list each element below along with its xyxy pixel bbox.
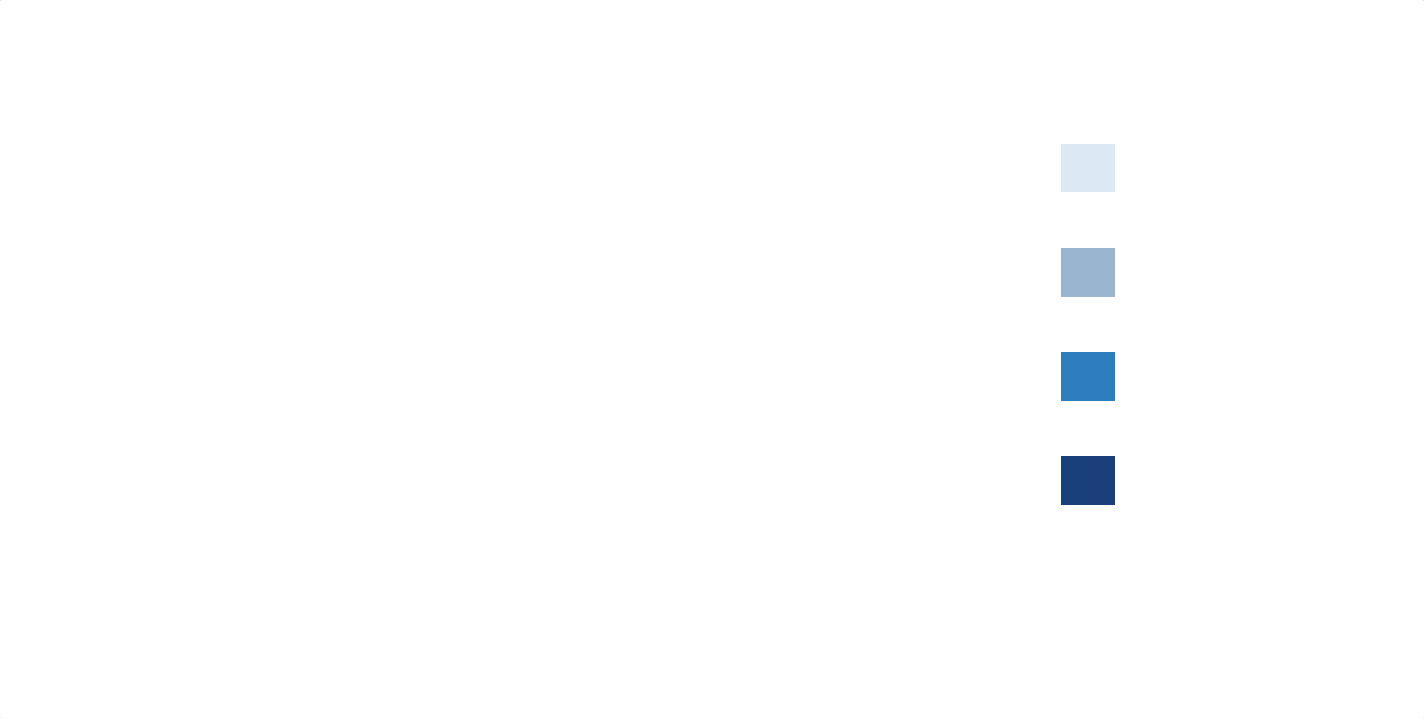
Text: Jurisdiction: Jurisdiction bbox=[93, 126, 198, 144]
Text: 6: 6 bbox=[956, 584, 965, 600]
Bar bbox=[598, 225, 854, 285]
Text: 56: 56 bbox=[669, 400, 692, 415]
Text: Grade 4 cumulative NAEP math achievement levels: Grade 4 cumulative NAEP math achievement… bbox=[305, 32, 948, 52]
Bar bbox=[441, 225, 598, 285]
Text: for National Lunch Program Eligible students: for National Lunch Program Eligible stud… bbox=[349, 68, 916, 88]
Bar bbox=[511, 529, 598, 589]
Bar bbox=[772, 225, 854, 285]
Bar bbox=[846, 225, 854, 285]
Text: at Advanced: at Advanced bbox=[1129, 472, 1220, 486]
Bar bbox=[822, 378, 829, 437]
Text: 29: 29 bbox=[527, 281, 548, 295]
Text: 79: 79 bbox=[682, 552, 703, 567]
Bar bbox=[783, 258, 891, 318]
Bar bbox=[598, 562, 948, 622]
Text: National: National bbox=[205, 261, 292, 281]
Text: at or above
Basic: at or above Basic bbox=[1129, 253, 1213, 288]
Text: 62: 62 bbox=[674, 248, 695, 263]
Text: (2019 vs. 2022): (2019 vs. 2022) bbox=[894, 68, 1078, 88]
Bar bbox=[466, 410, 598, 470]
Text: 40: 40 bbox=[843, 584, 864, 600]
Bar bbox=[598, 410, 879, 470]
Text: 21: 21 bbox=[544, 552, 565, 567]
Bar bbox=[598, 258, 891, 318]
Bar bbox=[787, 529, 924, 589]
Text: 68: 68 bbox=[678, 432, 699, 447]
Bar bbox=[478, 258, 598, 318]
Text: 2: 2 bbox=[836, 400, 846, 415]
Text: at or above
Proficient: at or above Proficient bbox=[1129, 358, 1213, 392]
X-axis label: Percent: Percent bbox=[561, 684, 635, 702]
Text: 4: 4 bbox=[930, 552, 941, 567]
Bar bbox=[909, 529, 924, 589]
Text: 71: 71 bbox=[681, 281, 702, 295]
Bar bbox=[535, 562, 598, 622]
Text: 15: 15 bbox=[557, 584, 578, 600]
Bar bbox=[783, 562, 948, 622]
Bar bbox=[780, 410, 879, 470]
Bar bbox=[763, 378, 829, 437]
Text: 20: 20 bbox=[797, 248, 819, 263]
Text: Large City: Large City bbox=[205, 414, 312, 434]
Text: 32: 32 bbox=[521, 432, 543, 447]
Text: 33: 33 bbox=[837, 552, 859, 567]
Text: 16: 16 bbox=[782, 400, 803, 415]
Text: 26: 26 bbox=[820, 281, 842, 295]
Bar bbox=[866, 410, 879, 470]
Bar bbox=[416, 378, 598, 437]
Text: 44: 44 bbox=[497, 400, 518, 415]
Text: 38: 38 bbox=[508, 248, 530, 263]
Text: 85: 85 bbox=[681, 584, 702, 600]
Text: 24: 24 bbox=[813, 432, 834, 447]
Text: 2: 2 bbox=[860, 248, 871, 263]
Bar bbox=[598, 378, 829, 437]
Bar bbox=[924, 562, 948, 622]
Bar bbox=[598, 529, 924, 589]
Text: 3: 3 bbox=[897, 281, 909, 295]
Text: Miami-Dade: Miami-Dade bbox=[205, 566, 330, 586]
Text: below Basic: below Basic bbox=[1129, 159, 1216, 174]
Text: 3: 3 bbox=[886, 432, 896, 447]
Bar bbox=[879, 258, 891, 318]
